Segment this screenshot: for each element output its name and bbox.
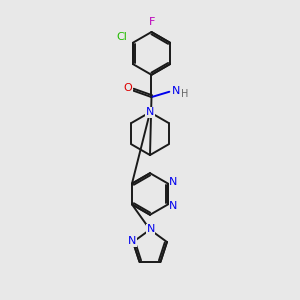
Text: N: N (146, 224, 155, 234)
Text: N: N (146, 107, 154, 117)
Text: Cl: Cl (116, 32, 127, 42)
Text: F: F (149, 17, 155, 28)
Text: H: H (181, 89, 188, 99)
Text: N: N (128, 236, 136, 246)
Text: N: N (169, 201, 178, 211)
Text: N: N (169, 177, 178, 187)
Text: N: N (172, 86, 181, 96)
Text: O: O (123, 82, 132, 93)
